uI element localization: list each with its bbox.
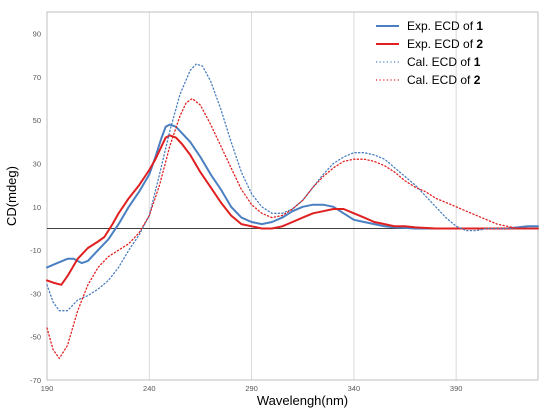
y-tick-label: -30 <box>30 289 41 298</box>
x-tick-label: 290 <box>245 384 258 393</box>
y-tick-label: -50 <box>30 333 41 342</box>
series-lines <box>46 63 539 360</box>
legend-label-text: Cal. ECD of <box>407 55 474 69</box>
legend-label-text: Exp. ECD of <box>407 19 476 33</box>
x-tick-label: 240 <box>143 384 156 393</box>
tick-labels: 190 240 290 340 390 -70 -50 -30 -10 10 30 50 70 90 <box>30 30 462 393</box>
series-line-4 <box>46 97 539 360</box>
x-tick-label: 190 <box>41 384 54 393</box>
legend-label-compound: 1 <box>474 55 481 69</box>
legend-label: Exp. ECD of 2 <box>407 37 483 51</box>
legend-label-text: Exp. ECD of <box>407 37 476 51</box>
legend-label: Exp. ECD of 1 <box>407 19 483 33</box>
y-tick-label: 30 <box>33 160 41 169</box>
legend-label-compound: 1 <box>476 19 483 33</box>
plot-area <box>46 11 539 381</box>
y-tick-label: 90 <box>33 30 41 39</box>
gridlines <box>46 12 457 380</box>
y-axis-title: CD(mdeg) <box>4 166 19 226</box>
y-tick-label: 70 <box>33 73 41 82</box>
legend-label-compound: 2 <box>474 73 481 87</box>
y-tick-label: 10 <box>33 203 41 212</box>
series-line-1 <box>46 123 539 269</box>
x-tick-label: 390 <box>450 384 463 393</box>
series-line-3 <box>46 63 539 312</box>
legend-label: Cal. ECD of 1 <box>407 55 481 69</box>
legend-label-text: Cal. ECD of <box>407 73 474 87</box>
x-axis-title: Wavelengh(nm) <box>257 393 348 408</box>
series-line-2 <box>46 134 539 286</box>
y-tick-label: 50 <box>33 116 41 125</box>
legend-label-compound: 2 <box>476 37 483 51</box>
y-tick-label: -70 <box>30 376 41 385</box>
legend-label: Cal. ECD of 2 <box>407 73 481 87</box>
y-tick-label: -10 <box>30 246 41 255</box>
x-tick-label: 340 <box>348 384 361 393</box>
